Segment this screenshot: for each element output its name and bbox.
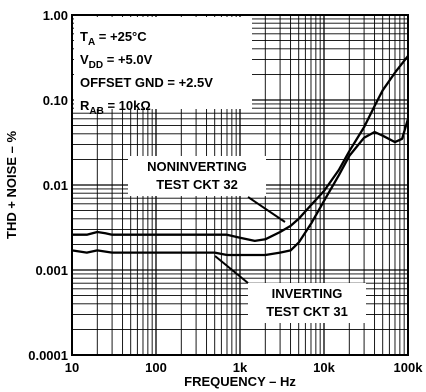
series-label-line: TEST CKT 31 bbox=[266, 304, 348, 319]
x-axis-label: FREQUENCY – Hz bbox=[184, 374, 296, 389]
conditions-box-background bbox=[74, 17, 252, 109]
condition-subscript: DD bbox=[89, 60, 103, 71]
series-labels-layer: NONINVERTING TEST CKT 32 INVERTING TEST CKT… bbox=[128, 156, 366, 323]
condition-symbol: OFFSET GND = +2.5V bbox=[80, 75, 213, 90]
conditions-box: TA = +25°C VDD = +5.0V OFFSET GND = +2.5V R… bbox=[74, 17, 252, 117]
condition-value: = 10kΩ bbox=[104, 98, 151, 113]
series-label-background bbox=[128, 156, 266, 196]
condition-value: = +25°C bbox=[95, 29, 147, 44]
y-tick-label: 0.001 bbox=[35, 263, 68, 278]
condition-subscript: A bbox=[88, 37, 95, 48]
series-label-line: INVERTING bbox=[272, 286, 343, 301]
series-line-noninverting bbox=[72, 55, 409, 243]
condition-line: RAB = 10kΩ bbox=[80, 98, 151, 117]
series-layer bbox=[71, 55, 410, 257]
condition-line: TA = +25°C bbox=[80, 29, 147, 48]
series-label-line: NONINVERTING bbox=[147, 159, 247, 174]
series-label-leader bbox=[214, 255, 249, 284]
plot-frame bbox=[71, 14, 409, 356]
condition-symbol: T bbox=[80, 29, 88, 44]
x-tick-label: 100k bbox=[394, 360, 424, 375]
y-tick-label: 0.01 bbox=[43, 178, 68, 193]
x-tick-label: 1k bbox=[233, 360, 248, 375]
condition-subscript: AB bbox=[89, 106, 103, 117]
x-tick-label: 10 bbox=[65, 360, 79, 375]
series-label-background bbox=[248, 283, 366, 323]
x-tick-labels: 10 100 1k 10k 100k bbox=[65, 360, 423, 375]
condition-symbol: R bbox=[80, 98, 90, 113]
series-label-line: TEST CKT 32 bbox=[156, 177, 238, 192]
condition-line: OFFSET GND = +2.5V bbox=[80, 75, 213, 90]
y-tick-label: 0.0001 bbox=[28, 348, 68, 363]
condition-value: = +5.0V bbox=[103, 52, 152, 67]
series-line-inverting bbox=[71, 118, 410, 257]
y-axis-label: THD + NOISE – % bbox=[4, 131, 19, 239]
series-label-leader bbox=[247, 196, 286, 223]
y-tick-labels: 1.00 0.10 0.01 0.001 0.0001 bbox=[28, 8, 68, 363]
x-tick-label: 100 bbox=[145, 360, 167, 375]
condition-symbol: V bbox=[80, 52, 89, 67]
y-tick-label: 1.00 bbox=[43, 8, 68, 23]
y-tick-label: 0.10 bbox=[43, 93, 68, 108]
x-tick-label: 10k bbox=[313, 360, 335, 375]
condition-line: VDD = +5.0V bbox=[80, 52, 153, 71]
